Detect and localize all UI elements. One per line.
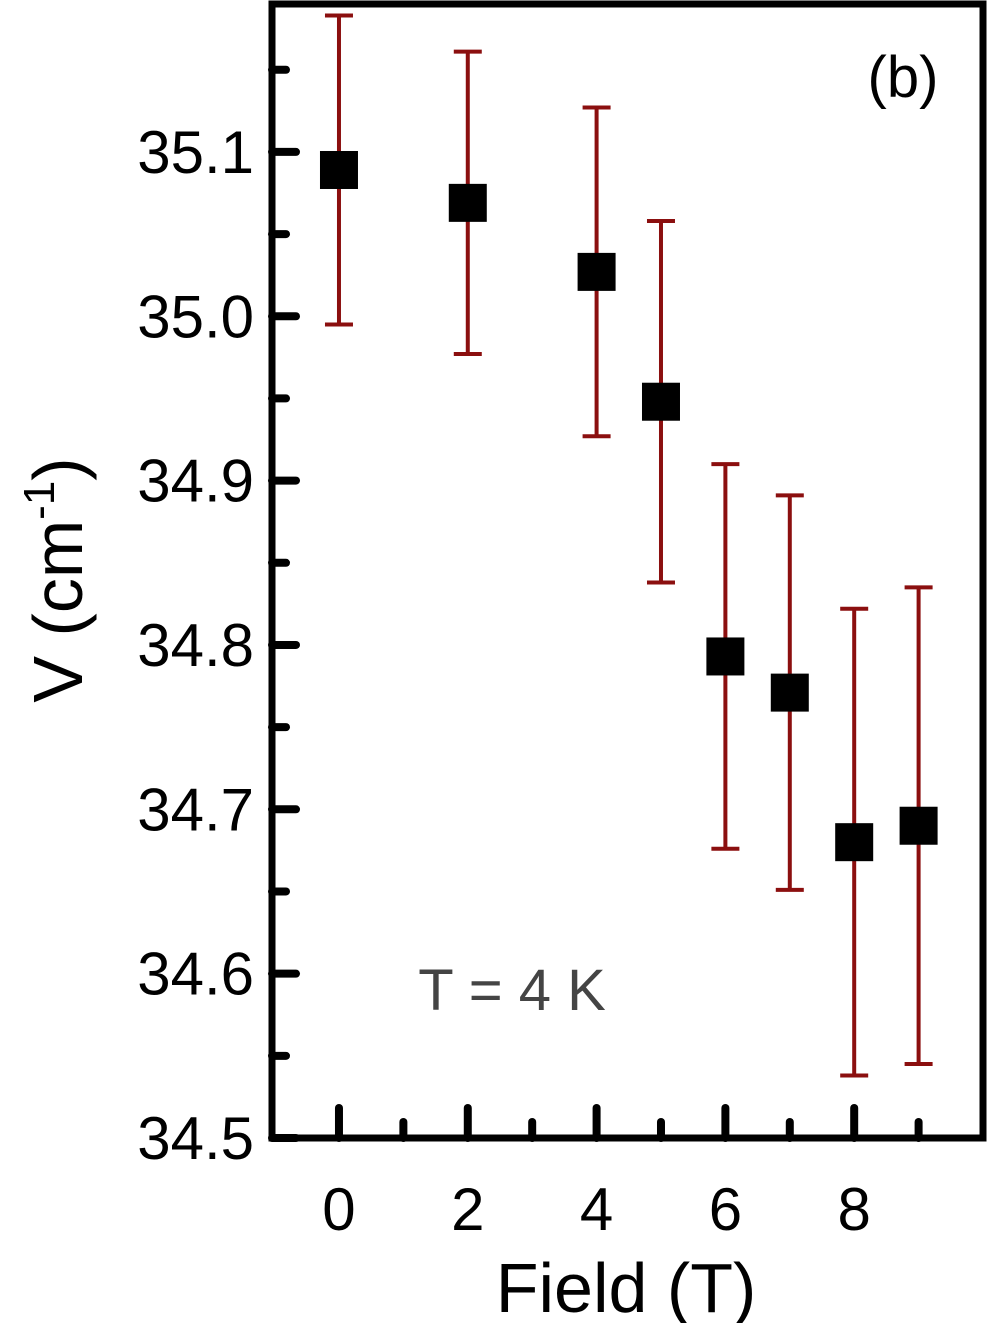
panel-label: (b) [868, 45, 939, 110]
y-axis-title-main: V (cm [19, 520, 97, 703]
marker [641, 382, 680, 421]
y-axis-title: V (cm-1) [15, 457, 97, 702]
x-axis-title: Field (T) [496, 1249, 757, 1323]
plot-frame [268, 0, 987, 1142]
y-tick-label: 34.8 [137, 612, 254, 679]
x-tick-label: 0 [322, 1176, 355, 1243]
y-tick-label: 35.0 [137, 283, 254, 350]
marker [835, 823, 874, 862]
marker [899, 806, 938, 845]
y-axis-title-sup: -1 [15, 481, 64, 520]
annotation: T = 4 K [418, 958, 606, 1023]
x-tick-label: 4 [580, 1176, 613, 1243]
y-tick-label: 34.6 [137, 941, 254, 1008]
x-tick-label: 2 [451, 1176, 484, 1243]
y-tick-label: 35.1 [137, 119, 254, 186]
x-tick-label: 8 [838, 1176, 871, 1243]
marker [706, 637, 745, 676]
x-tick-label: 6 [709, 1176, 742, 1243]
y-tick-label: 34.5 [137, 1105, 254, 1172]
marker [448, 183, 487, 222]
y-axis-title-end: ) [19, 457, 97, 480]
marker [319, 150, 358, 189]
y-tick-label: 34.9 [137, 448, 254, 515]
y-tick-label: 34.7 [137, 776, 254, 843]
marker [577, 252, 616, 291]
marker [770, 673, 809, 712]
